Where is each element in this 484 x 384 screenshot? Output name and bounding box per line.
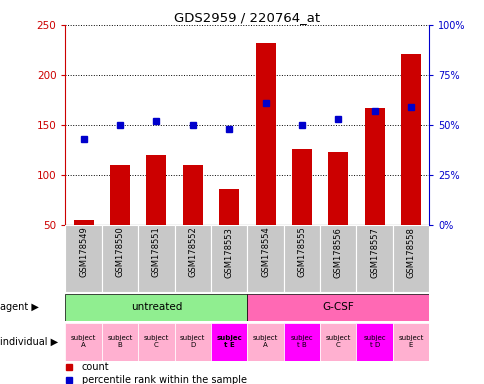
Text: GSM178549: GSM178549 xyxy=(79,227,88,277)
Text: subject
D: subject D xyxy=(180,335,205,348)
Bar xyxy=(102,323,138,361)
Text: GSM178552: GSM178552 xyxy=(188,227,197,277)
Bar xyxy=(247,323,283,361)
Title: GDS2959 / 220764_at: GDS2959 / 220764_at xyxy=(174,11,320,24)
Bar xyxy=(291,149,311,275)
Text: GSM178550: GSM178550 xyxy=(115,227,124,277)
Text: GSM178551: GSM178551 xyxy=(151,227,161,277)
Text: subject
E: subject E xyxy=(397,335,423,348)
Text: GSM178556: GSM178556 xyxy=(333,227,342,278)
Bar xyxy=(65,294,247,321)
Text: percentile rank within the sample: percentile rank within the sample xyxy=(82,374,246,384)
Bar xyxy=(364,108,384,275)
Bar xyxy=(392,323,428,361)
Bar xyxy=(74,220,93,275)
Bar xyxy=(174,225,211,292)
Bar xyxy=(146,155,166,275)
Bar xyxy=(174,323,211,361)
Bar xyxy=(65,225,102,292)
Text: individual ▶: individual ▶ xyxy=(0,337,58,347)
Bar xyxy=(65,323,102,361)
Bar xyxy=(283,225,319,292)
Text: subject
C: subject C xyxy=(143,335,169,348)
Text: untreated: untreated xyxy=(131,302,182,312)
Text: agent ▶: agent ▶ xyxy=(0,302,39,312)
Text: GSM178554: GSM178554 xyxy=(260,227,270,277)
Text: GSM178558: GSM178558 xyxy=(406,227,415,278)
Text: subject
A: subject A xyxy=(252,335,278,348)
Text: subject
A: subject A xyxy=(71,335,96,348)
Text: count: count xyxy=(82,362,109,372)
Bar xyxy=(356,323,392,361)
Bar xyxy=(211,225,247,292)
Bar xyxy=(392,225,428,292)
Bar xyxy=(400,54,420,275)
Bar xyxy=(247,294,428,321)
Bar xyxy=(219,189,239,275)
Bar xyxy=(328,152,348,275)
Bar xyxy=(319,225,356,292)
Bar xyxy=(255,43,275,275)
Text: GSM178555: GSM178555 xyxy=(297,227,306,277)
Text: subjec
t B: subjec t B xyxy=(290,335,313,348)
Text: subject
B: subject B xyxy=(107,335,133,348)
Bar xyxy=(138,323,174,361)
Bar xyxy=(138,225,174,292)
Text: G-CSF: G-CSF xyxy=(322,302,353,312)
Bar xyxy=(319,323,356,361)
Bar xyxy=(182,165,202,275)
Text: subjec
t E: subjec t E xyxy=(216,335,242,348)
Text: GSM178557: GSM178557 xyxy=(369,227,378,278)
Text: subjec
t D: subjec t D xyxy=(363,335,385,348)
Text: subject
C: subject C xyxy=(325,335,350,348)
Bar xyxy=(356,225,392,292)
Bar xyxy=(102,225,138,292)
Bar xyxy=(110,165,130,275)
Text: GSM178553: GSM178553 xyxy=(224,227,233,278)
Bar xyxy=(247,225,283,292)
Bar xyxy=(211,323,247,361)
Bar xyxy=(283,323,319,361)
